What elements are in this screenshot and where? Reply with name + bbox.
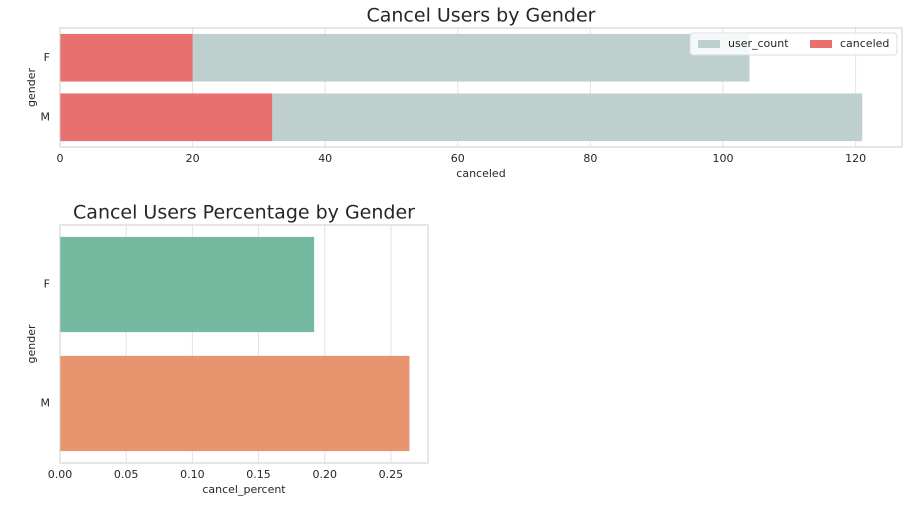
y-tick-label: M — [41, 397, 51, 410]
x-tick-label: 0.00 — [48, 468, 73, 481]
bar — [60, 355, 410, 452]
x-tick-label: 0.05 — [114, 468, 139, 481]
x-tick-label: 20 — [186, 152, 200, 165]
x-tick-label: 40 — [318, 152, 332, 165]
y-tick-label: F — [44, 51, 50, 64]
bar — [60, 93, 273, 142]
legend-swatch — [810, 40, 832, 48]
x-tick-label: 100 — [712, 152, 733, 165]
x-axis-label: canceled — [456, 167, 505, 180]
x-tick-label: 120 — [845, 152, 866, 165]
x-axis-label: cancel_percent — [202, 483, 286, 496]
x-tick-label: 0.10 — [180, 468, 205, 481]
legend-label: canceled — [840, 37, 889, 50]
x-tick-label: 0.25 — [379, 468, 404, 481]
y-tick-label: M — [41, 110, 51, 123]
x-tick-label: 60 — [451, 152, 465, 165]
legend-box — [689, 32, 898, 56]
y-axis-label: gender — [25, 324, 38, 363]
y-tick-label: F — [44, 278, 50, 291]
x-tick-label: 0.15 — [246, 468, 271, 481]
x-tick-label: 0 — [57, 152, 64, 165]
y-axis-label: gender — [25, 68, 38, 107]
x-tick-label: 0.20 — [312, 468, 337, 481]
plot-frame — [59, 224, 429, 464]
legend-swatch — [698, 40, 720, 48]
bar — [60, 236, 315, 333]
plot-frame — [59, 27, 903, 148]
bar — [60, 33, 193, 82]
x-tick-label: 80 — [583, 152, 597, 165]
chart-title: Cancel Users by Gender — [366, 5, 595, 27]
legend-label: user_count — [728, 37, 789, 50]
chart-title: Cancel Users Percentage by Gender — [73, 202, 415, 224]
